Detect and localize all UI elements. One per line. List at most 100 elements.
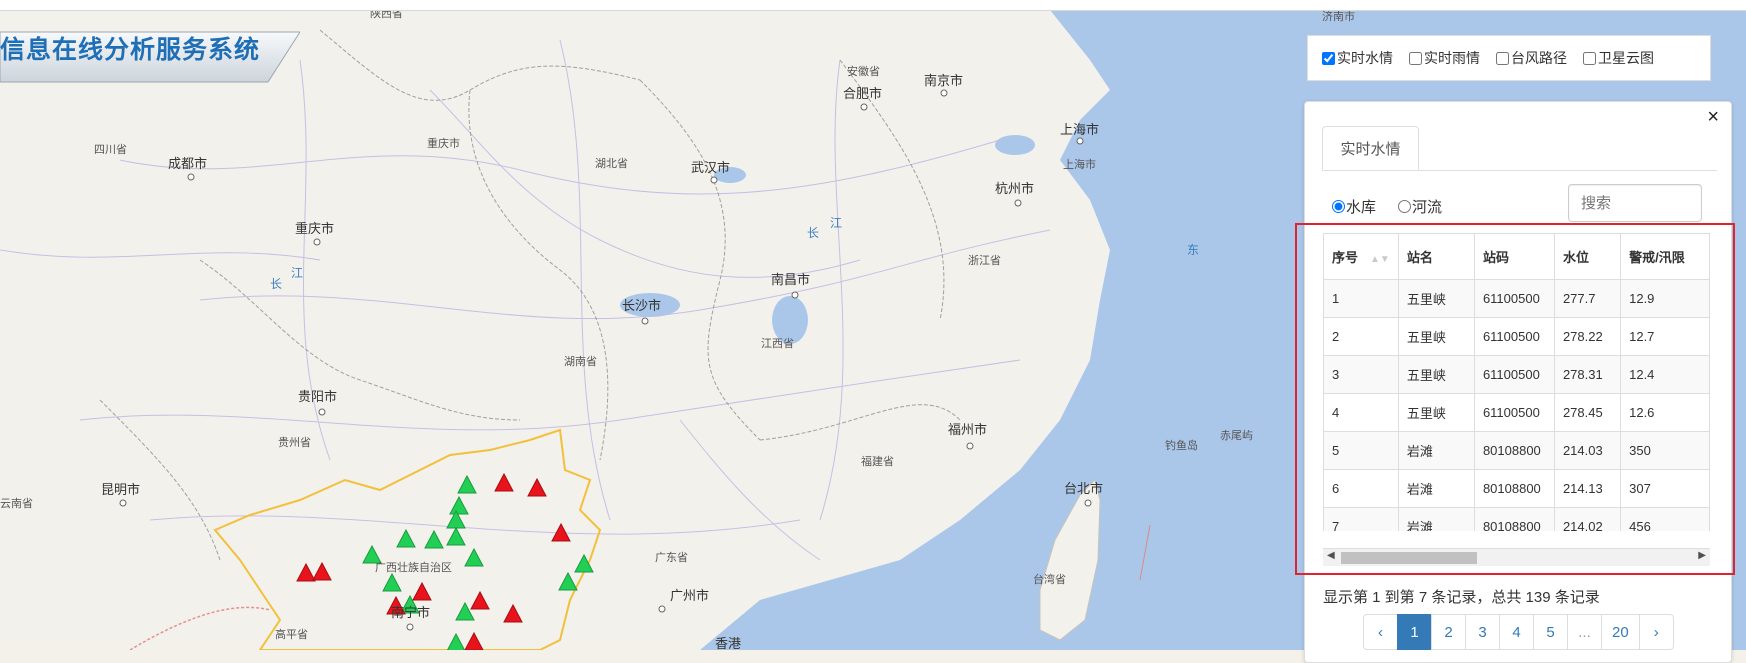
red-station-marker[interactable]	[527, 477, 547, 497]
radio-reservoir-input[interactable]	[1332, 200, 1345, 213]
column-header-station: 站名	[1397, 233, 1475, 280]
layer-toggle-typhoon[interactable]: 台风路径	[1496, 48, 1567, 68]
radio-reservoir[interactable]: 水库	[1332, 196, 1376, 217]
cell-station: 五里峡	[1397, 279, 1475, 318]
scrollbar-thumb[interactable]	[1341, 552, 1477, 564]
page-button-2[interactable]: 2	[1431, 614, 1466, 650]
map-label-hubei: 湖北省	[595, 157, 628, 170]
map-label-fuzhou: 福州市	[948, 422, 987, 438]
red-station-marker[interactable]	[470, 590, 490, 610]
map-label-guangdong: 广东省	[655, 551, 688, 564]
cell-station: 岩滩	[1397, 469, 1475, 508]
table-row[interactable]: 3 五里峡 61100500 278.31 12.4	[1323, 355, 1710, 394]
cell-index: 7	[1323, 507, 1399, 531]
layer-toggle-water[interactable]: 实时水情	[1322, 48, 1393, 68]
station-table-wrap: 序号 ▲▼ 站名 站码 水位 警戒/汛限 1 五里峡 61100500 277.7 12.…	[1323, 233, 1710, 531]
map-label-zhejiang: 浙江省	[968, 254, 1001, 267]
red-station-marker[interactable]	[551, 522, 571, 542]
pagination: ‹ 1 2 3 4 5 ... 20 ›	[1363, 614, 1674, 650]
layer-label-water: 实时水情	[1337, 50, 1393, 66]
map-label-chengdu: 成都市	[168, 156, 207, 172]
table-row[interactable]: 1 五里峡 61100500 277.7 12.9	[1323, 279, 1710, 318]
table-row[interactable]: 5 岩滩 80108800 214.03 350	[1323, 431, 1710, 470]
scroll-left-icon[interactable]: ◀	[1327, 550, 1335, 561]
cell-index: 6	[1323, 469, 1399, 508]
green-station-marker[interactable]	[449, 495, 469, 515]
layer-checkbox-rain[interactable]	[1409, 51, 1422, 65]
page-button-1[interactable]: 1	[1397, 614, 1432, 650]
search-input[interactable]	[1568, 184, 1702, 222]
green-station-marker[interactable]	[446, 526, 466, 546]
page-button-5[interactable]: 5	[1533, 614, 1568, 650]
red-station-marker[interactable]	[386, 595, 406, 615]
map-label-nanning: 南宁市	[391, 605, 430, 621]
green-station-marker[interactable]	[362, 544, 382, 564]
red-station-marker[interactable]	[494, 472, 514, 492]
layer-toggle-rain[interactable]: 实时雨情	[1409, 48, 1480, 68]
red-station-marker[interactable]	[412, 581, 432, 601]
green-station-marker[interactable]	[457, 474, 477, 494]
green-station-marker[interactable]	[455, 601, 475, 621]
layer-checkbox-satellite[interactable]	[1583, 51, 1596, 65]
map-label-hefei: 合肥市	[843, 86, 882, 102]
tab-bar: 实时水情	[1322, 126, 1717, 171]
table-row[interactable]: 2 五里峡 61100500 278.22 12.7	[1323, 317, 1710, 356]
column-header-level: 水位	[1553, 233, 1622, 280]
map-label-nanchang: 南昌市	[771, 272, 810, 288]
page-button-4[interactable]: 4	[1499, 614, 1534, 650]
red-station-marker[interactable]	[503, 603, 523, 623]
top-bar	[0, 0, 1746, 11]
green-station-marker[interactable]	[396, 528, 416, 548]
layer-label-rain: 实时雨情	[1424, 50, 1480, 66]
page-button-20[interactable]: 20	[1601, 614, 1640, 650]
cell-code: 61100500	[1473, 279, 1555, 318]
green-station-marker[interactable]	[424, 529, 444, 549]
close-icon[interactable]: ×	[1707, 106, 1719, 128]
page-button-3[interactable]: 3	[1465, 614, 1500, 650]
map-label-taiwan: 台湾省	[1033, 572, 1066, 586]
table-row[interactable]: 4 五里峡 61100500 278.45 12.6	[1323, 393, 1710, 432]
layer-checkbox-water[interactable]	[1322, 51, 1335, 65]
radio-river[interactable]: 河流	[1398, 196, 1442, 217]
sort-icon[interactable]: ▲▼	[1370, 254, 1390, 265]
map-label-changjiang3: 长	[270, 277, 282, 291]
table-row[interactable]: 7 岩滩 80108800 214.02 456	[1323, 507, 1710, 531]
green-station-marker[interactable]	[446, 632, 466, 650]
red-station-marker[interactable]	[296, 562, 316, 582]
cell-code: 80108800	[1473, 507, 1555, 531]
red-station-marker[interactable]	[464, 631, 484, 650]
map-label-gaoping: 高平省	[275, 627, 308, 641]
green-station-marker[interactable]	[400, 594, 420, 614]
green-station-marker[interactable]	[558, 571, 578, 591]
cell-index: 4	[1323, 393, 1399, 432]
page-title: 信息在线分析服务系统	[0, 35, 261, 64]
radio-river-input[interactable]	[1398, 200, 1412, 213]
map-label-diaoyu: 钓鱼岛	[1165, 438, 1198, 452]
map-label-yunnan: 云南省	[0, 497, 33, 510]
map-label-hunan: 湖南省	[564, 355, 597, 368]
green-station-marker[interactable]	[382, 572, 402, 592]
red-station-marker[interactable]	[312, 561, 332, 581]
column-header-index[interactable]: 序号 ▲▼	[1323, 233, 1399, 280]
layer-label-typhoon: 台风路径	[1511, 50, 1567, 66]
green-station-marker[interactable]	[464, 547, 484, 567]
map-label-shanghai: 上海市	[1060, 122, 1099, 138]
cell-level: 278.22	[1553, 317, 1622, 356]
page-next-button[interactable]: ›	[1638, 614, 1674, 650]
tab-realtime-water[interactable]: 实时水情	[1322, 126, 1419, 170]
map-label-dong: 东	[1187, 243, 1199, 257]
map-label-changjiang4: 江	[291, 266, 303, 280]
table-row[interactable]: 6 岩滩 80108800 214.13 307	[1323, 469, 1710, 508]
cell-index: 1	[1323, 279, 1399, 318]
layer-checkbox-typhoon[interactable]	[1496, 51, 1509, 65]
page-prev-button[interactable]: ‹	[1363, 614, 1398, 650]
guangxi-border	[213, 428, 602, 650]
scroll-right-icon[interactable]: ▶	[1698, 550, 1706, 561]
green-station-marker[interactable]	[574, 553, 594, 573]
taiwan-island	[1039, 479, 1101, 641]
cell-warning: 456	[1620, 507, 1710, 531]
map-label-guangzhou: 广州市	[670, 588, 709, 604]
page-ellipsis: ...	[1567, 614, 1602, 650]
horizontal-scrollbar[interactable]: ◀ ▶	[1323, 548, 1710, 566]
layer-toggle-satellite[interactable]: 卫星云图	[1583, 48, 1654, 68]
